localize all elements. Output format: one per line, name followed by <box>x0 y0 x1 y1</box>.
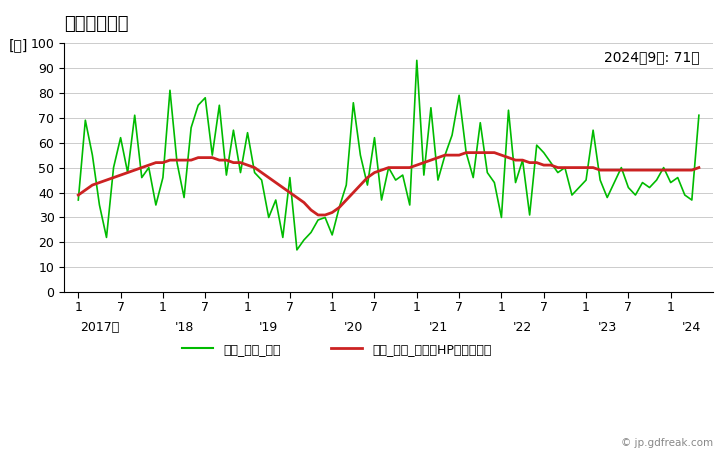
Text: '18: '18 <box>175 321 194 334</box>
Text: '20: '20 <box>344 321 363 334</box>
Text: '22: '22 <box>513 321 532 334</box>
Text: 出荷販売数量: 出荷販売数量 <box>64 15 129 33</box>
Legend: 出荷_販売_数量, 出荷_販売_数量（HPフィルタ）: 出荷_販売_数量, 出荷_販売_数量（HPフィルタ） <box>177 338 496 361</box>
Y-axis label: [台]: [台] <box>9 38 28 52</box>
Text: '21: '21 <box>428 321 448 334</box>
Text: '19: '19 <box>259 321 278 334</box>
Text: © jp.gdfreak.com: © jp.gdfreak.com <box>621 438 713 448</box>
Text: 2017年: 2017年 <box>80 321 119 334</box>
Text: '24: '24 <box>682 321 702 334</box>
Text: 2024年9月: 71台: 2024年9月: 71台 <box>604 50 700 64</box>
Text: '23: '23 <box>598 321 617 334</box>
